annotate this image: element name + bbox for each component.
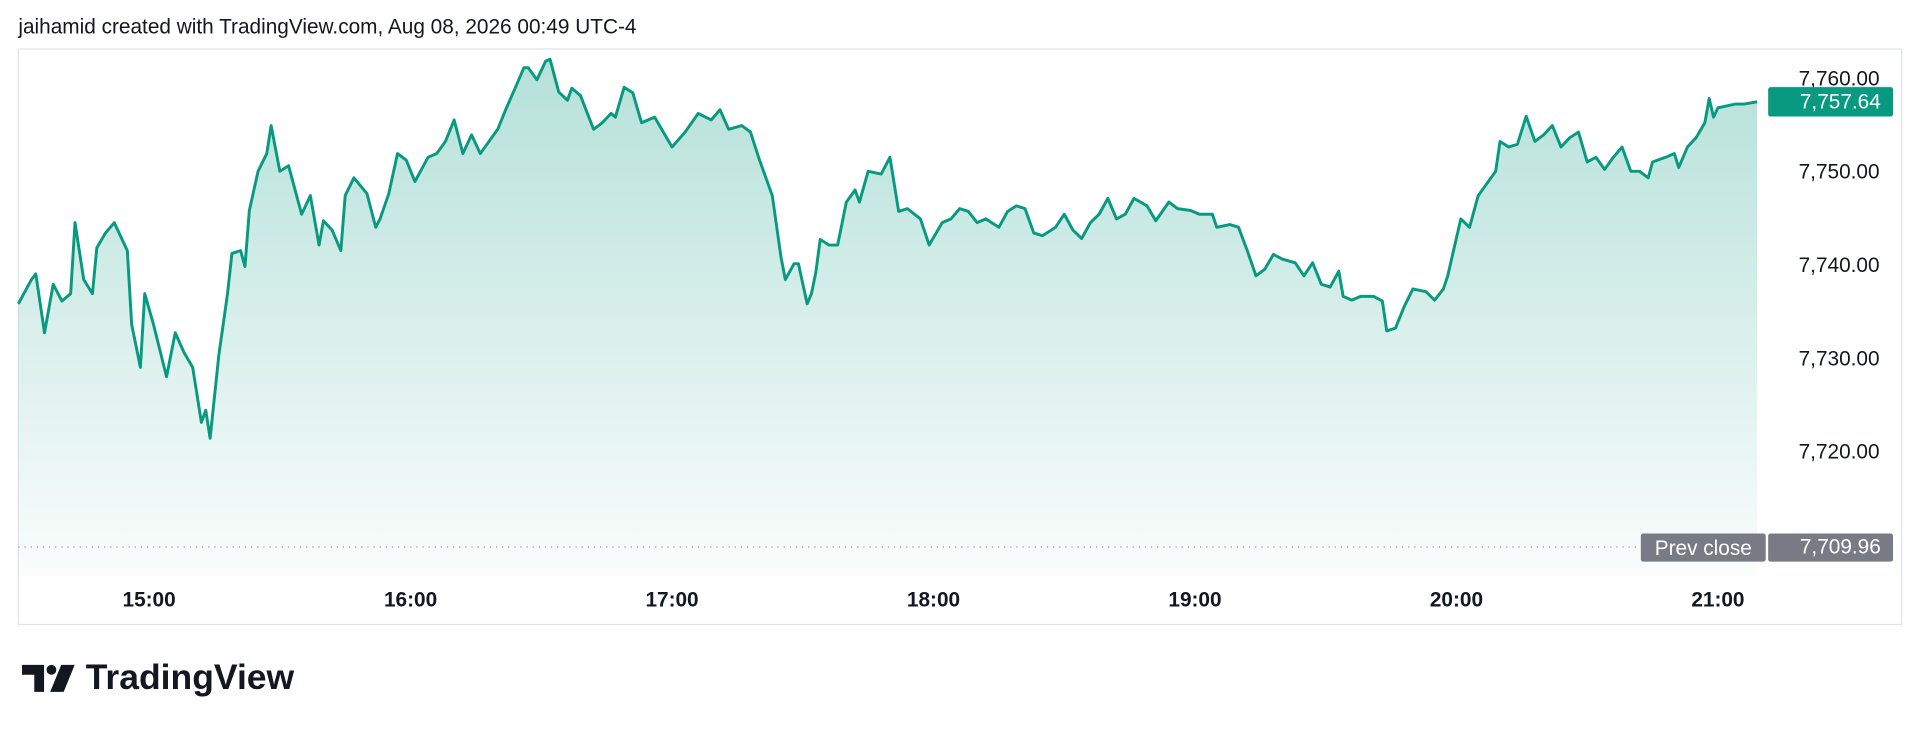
- x-tick-label: 16:00: [384, 589, 437, 612]
- x-tick-label: 15:00: [123, 589, 176, 612]
- price-line: [17, 57, 1758, 440]
- prev-close-text: Prev close: [1655, 537, 1752, 560]
- plot: 7,720.00 7,730.00 7,740.00 7,750.00 7,760.00…: [17, 57, 1894, 612]
- y-tick-label: 7,730.00: [1799, 347, 1880, 370]
- x-tick-label: 18:00: [907, 589, 960, 612]
- logo-dot: [46, 664, 57, 675]
- prev-close-badge: [1768, 533, 1894, 562]
- x-tick-label: 19:00: [1168, 589, 1221, 612]
- y-tick-label: 7,750.00: [1799, 161, 1880, 184]
- brand-name: TradingView: [86, 657, 295, 697]
- x-tick-label: 20:00: [1430, 589, 1483, 612]
- brand-logo: TradingView: [22, 657, 295, 697]
- y-tick-label: 7,760.00: [1799, 67, 1880, 90]
- prev-close-label: 7,709.96: [1800, 536, 1881, 559]
- prev-close-tag: [1640, 533, 1766, 562]
- logo-slash: [50, 664, 75, 692]
- x-tick-label: 21:00: [1691, 589, 1744, 612]
- last-price-badge: [1768, 87, 1894, 117]
- logo-mark: [22, 664, 45, 692]
- area-fill: [18, 59, 1758, 576]
- last-price-label: 7,757.64: [1800, 91, 1881, 114]
- header-text: jaihamid created with TradingView.com, A…: [17, 16, 636, 39]
- y-tick-label: 7,740.00: [1799, 254, 1880, 277]
- x-tick-label: 17:00: [645, 589, 698, 612]
- y-tick-label: 7,720.00: [1799, 441, 1880, 464]
